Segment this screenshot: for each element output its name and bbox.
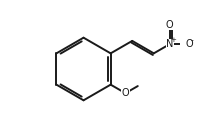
Text: N: N [166,39,174,49]
Text: O: O [122,88,129,98]
Text: -: - [190,36,193,45]
Text: +: + [170,37,176,43]
Text: O: O [166,20,174,30]
Text: O: O [186,39,193,49]
